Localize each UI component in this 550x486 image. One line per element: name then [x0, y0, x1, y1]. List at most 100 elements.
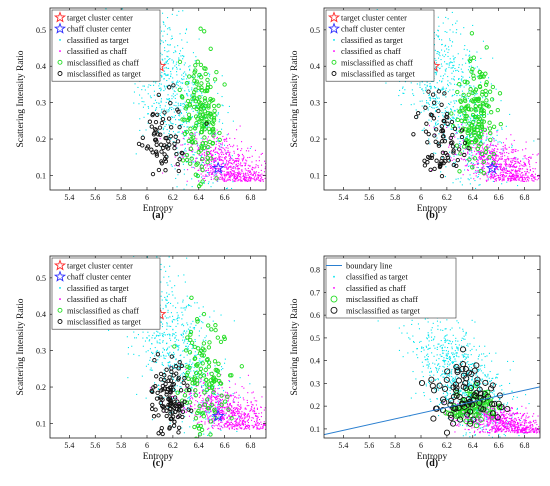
target-point [151, 391, 153, 393]
target-point [136, 232, 137, 233]
x-tick-label: 6.2 [442, 193, 452, 202]
target-point [171, 13, 173, 15]
chaff-point [491, 167, 493, 169]
chaff-point [221, 159, 223, 161]
chaff-point [210, 399, 212, 401]
target-point [186, 111, 188, 113]
target-point [162, 347, 164, 349]
chaff-point [264, 166, 266, 168]
chaff-point [255, 171, 257, 173]
chaff-point [489, 145, 491, 147]
target-point [453, 146, 455, 148]
target-point [182, 82, 184, 84]
chaff-point [213, 157, 215, 159]
target-point [476, 75, 478, 77]
target-point [446, 111, 448, 113]
target-point [160, 98, 162, 100]
target-point [178, 344, 180, 346]
chaff-point [243, 173, 245, 175]
target-point [149, 369, 151, 371]
chaff-point [510, 161, 512, 163]
target-point [194, 339, 196, 341]
chaff-point [239, 176, 241, 178]
target-point [170, 134, 172, 136]
misclassified-chaff-point [462, 79, 467, 84]
target-point [196, 369, 198, 371]
target-point [437, 51, 439, 53]
target-point [202, 306, 204, 308]
target-point [166, 282, 168, 284]
target-point [450, 61, 452, 63]
target-point [182, 58, 184, 60]
target-point [449, 38, 451, 40]
chaff-point [235, 168, 237, 170]
chaff-point [242, 159, 244, 161]
target-point [473, 138, 475, 140]
target-point [163, 90, 165, 92]
target-point [169, 58, 171, 60]
target-point [191, 363, 193, 365]
target-point [438, 57, 440, 59]
target-point [168, 137, 170, 139]
chaff-point [494, 169, 496, 171]
target-point [210, 186, 212, 188]
chaff-point [496, 160, 498, 162]
target-point [444, 176, 446, 178]
chaff-point [226, 168, 228, 170]
target-point [444, 107, 446, 109]
target-point [177, 302, 179, 304]
target-point [125, 5, 126, 6]
chaff-point [493, 162, 495, 164]
misclassified-target-point [450, 140, 455, 145]
target-point [192, 375, 194, 377]
target-point [474, 180, 476, 182]
chaff-point [215, 157, 217, 159]
chaff-point [234, 396, 236, 398]
target-point [175, 82, 177, 84]
target-point [215, 173, 217, 175]
target-point [184, 309, 186, 311]
chaff-point [215, 143, 217, 145]
target-point [160, 321, 162, 323]
chaff-point [222, 177, 224, 179]
target-point [179, 355, 181, 357]
target-point [211, 386, 213, 388]
target-point [164, 374, 166, 376]
target-point [171, 59, 173, 61]
chaff-point [514, 150, 516, 152]
misclassified-chaff-point [186, 138, 192, 144]
chaff-point [261, 173, 263, 175]
legend-label: misclassified as chaff [341, 58, 413, 67]
chaff-point [230, 173, 232, 175]
target-point [179, 86, 181, 88]
target-point [183, 330, 185, 332]
target-point [167, 67, 169, 69]
target-point [234, 440, 235, 441]
chaff-point [520, 168, 522, 170]
target-point [194, 351, 196, 353]
target-point [428, 94, 430, 96]
target-point [437, 102, 439, 104]
target-point [496, 130, 498, 132]
chaff-point [491, 155, 493, 157]
chaff-point [229, 395, 231, 397]
misclassified-chaff-point [482, 127, 488, 133]
target-point [175, 390, 177, 392]
misclassified-chaff-point [484, 80, 489, 85]
target-point [226, 152, 228, 154]
target-point [131, 239, 132, 240]
chaff-point [242, 160, 244, 162]
chaff-point [245, 162, 247, 164]
target-point [175, 307, 177, 309]
target-point [149, 339, 151, 341]
chaff-point [225, 153, 227, 155]
chaff-point [255, 164, 257, 166]
target-point [184, 415, 186, 417]
target-point [163, 21, 165, 23]
target-point [168, 256, 170, 258]
target-point [172, 319, 174, 321]
chaff-point [515, 169, 517, 171]
chaff-point [264, 177, 266, 179]
target-point [183, 325, 185, 327]
target-point [480, 157, 482, 159]
